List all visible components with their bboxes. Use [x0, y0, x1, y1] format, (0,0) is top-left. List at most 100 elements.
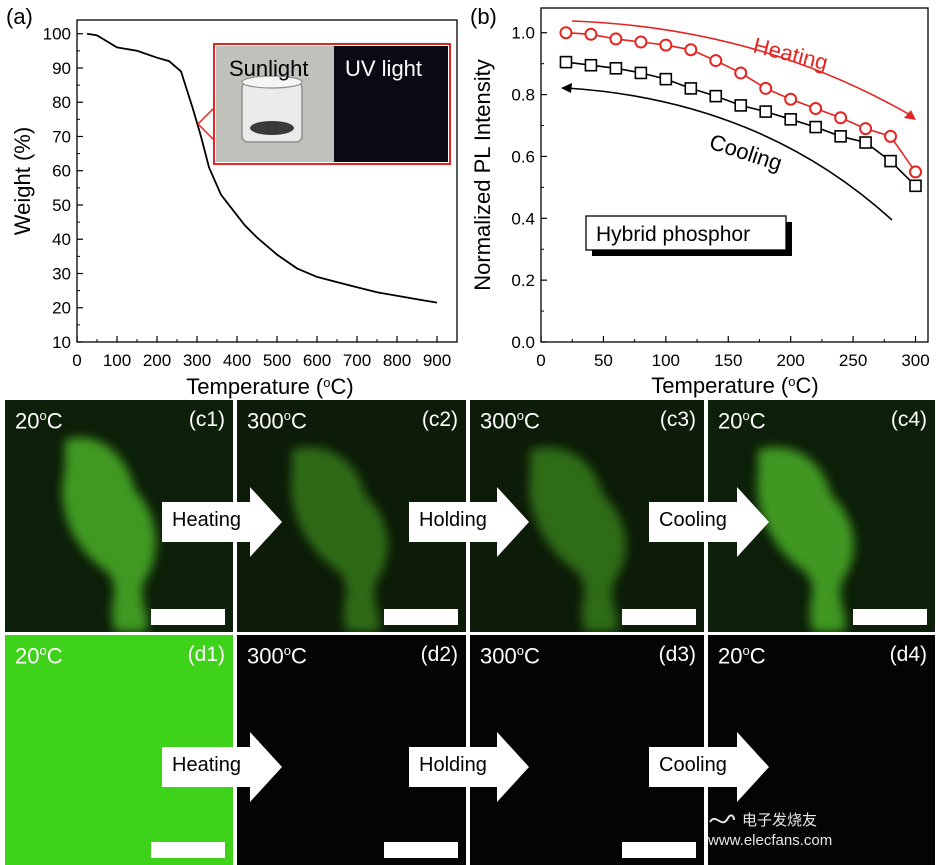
y-tick-label: 100 [43, 25, 71, 44]
scale-bar [853, 609, 927, 625]
panel-a-tag: (a) [6, 4, 33, 29]
data-point-circle [859, 122, 873, 136]
x-tick-label: 600 [303, 351, 331, 370]
cooling-label: Cooling [706, 129, 785, 176]
data-point-square [559, 55, 573, 69]
y-tick-label: 50 [52, 196, 71, 215]
panel-b-tag: (b) [470, 4, 497, 29]
scale-bar [384, 842, 458, 858]
heating-arrowhead-icon [904, 110, 916, 120]
data-point-square [584, 58, 598, 72]
x-tick-label: 200 [143, 351, 171, 370]
step-arrow-cooling-c: Cooling [649, 487, 769, 557]
phosphor-cluster-c3 [529, 447, 626, 632]
y-tick-label: 0.2 [511, 271, 535, 290]
data-point-square [884, 154, 897, 168]
x-tick-label: 150 [714, 351, 742, 370]
tile-d3-tag: (d3) [658, 643, 696, 666]
chart-a-frame [76, 19, 458, 343]
tile-c1-temp: 20oC [15, 408, 63, 434]
weight-curve [86, 32, 438, 304]
data-point-square [659, 72, 673, 86]
x-tick-label: 100 [652, 351, 680, 370]
y-tick-label: 20 [52, 299, 71, 318]
uv-photo [334, 46, 448, 162]
scale-bar [151, 842, 225, 858]
step-arrow-cooling-d: Cooling [649, 732, 769, 802]
x-tick-label: 300 [183, 351, 211, 370]
inset-frame [213, 43, 451, 165]
tile-c1-tag: (c1) [188, 408, 225, 431]
y-tick-label: 1.0 [511, 24, 535, 43]
tile-c4-temp: 20oC [718, 408, 766, 434]
data-point-circle [709, 54, 723, 68]
x-tick-label: 50 [594, 351, 613, 370]
inset-sunlight-label: Sunlight [229, 56, 309, 81]
data-point-square [859, 136, 872, 149]
legend-label: Hybrid phosphor [596, 223, 750, 246]
data-point-circle [584, 27, 598, 41]
tile-c2-tag: (c2) [421, 408, 458, 431]
data-point-square [734, 99, 748, 112]
inset-uv-label: UV light [345, 56, 422, 81]
scale-bar [622, 609, 696, 625]
vial-powder [250, 121, 294, 135]
chart-a-ylabel: Weight (%) [10, 127, 35, 235]
data-point-circle [634, 35, 648, 49]
data-point-circle [809, 102, 823, 116]
y-tick-label: 40 [52, 230, 71, 249]
y-tick-label: 60 [52, 162, 71, 181]
tile-c2-temp: 300oC [247, 408, 307, 434]
x-tick-label: 300 [901, 351, 929, 370]
x-tick-label: 700 [343, 351, 371, 370]
y-tick-label: 90 [52, 59, 71, 78]
heating-arrow [571, 20, 913, 117]
tile-d4-temp: 20oC [718, 643, 766, 669]
step-arrow-heating-c: Heating [162, 487, 282, 557]
y-tick-label: 70 [52, 127, 71, 146]
data-point-circle [659, 38, 673, 52]
row-c-images: 20oC (c1) 300oC (c2) 300oC (c3) 20oC (c4… [0, 400, 940, 632]
step-arrow-heating-d: Heating [162, 732, 282, 802]
inset-photo: Sunlight UV light [197, 43, 451, 165]
row-d-images: 20oC (d1) 300oC (d2) 300oC (d3) 20oC (d4… [0, 635, 940, 865]
x-tick-label: 250 [839, 351, 867, 370]
tile-c3-temp: 300oC [480, 408, 540, 434]
scale-bar [384, 609, 458, 625]
data-point-square [709, 89, 723, 103]
data-point-square [784, 113, 797, 126]
heating-label: Heating [751, 33, 831, 76]
chart-weight-vs-temperature: (a) 0 100 200 300 400 500 600 700 800 900 10 20 30 4… [6, 4, 458, 399]
cooling-arrowhead-icon [561, 83, 572, 93]
tile-d4-tag: (d4) [889, 643, 927, 666]
inset-pointer-top [197, 107, 215, 125]
phosphor-cluster-c4 [757, 447, 854, 632]
tile-d1-temp: 20oC [15, 643, 63, 669]
data-point-square [684, 82, 698, 95]
scale-bar [151, 609, 225, 625]
watermark: 电子发烧友 www.elecfans.com [708, 811, 833, 849]
data-point-circle [784, 92, 798, 106]
chart-b-ylabel: Normalized PL Intensity [470, 59, 495, 291]
x-tick-label: 0 [72, 351, 81, 370]
watermark-logo-icon [709, 814, 735, 824]
phosphor-cluster-c1 [62, 437, 156, 632]
x-tick-label: 200 [776, 351, 804, 370]
x-tick-label: 800 [383, 351, 411, 370]
data-point-square [634, 66, 648, 80]
data-point-square [834, 130, 847, 143]
y-tick-label: 10 [52, 333, 71, 352]
chart-a-xlabel: Temperature (oC) [186, 374, 353, 399]
x-tick-label: 400 [223, 351, 251, 370]
chart-b-xlabel: Temperature (oC) [651, 373, 818, 398]
y-tick-label: 0.4 [511, 209, 535, 228]
data-point-circle [559, 26, 573, 40]
cooling-arrow [565, 87, 893, 221]
data-point-square [759, 105, 773, 118]
x-tick-label: 500 [263, 351, 291, 370]
legend-box [585, 215, 787, 251]
tile-d3-temp: 300oC [480, 643, 540, 669]
data-point-circle [734, 66, 748, 80]
x-tick-label: 0 [536, 351, 545, 370]
tile-c3-tag: (c3) [659, 408, 696, 431]
